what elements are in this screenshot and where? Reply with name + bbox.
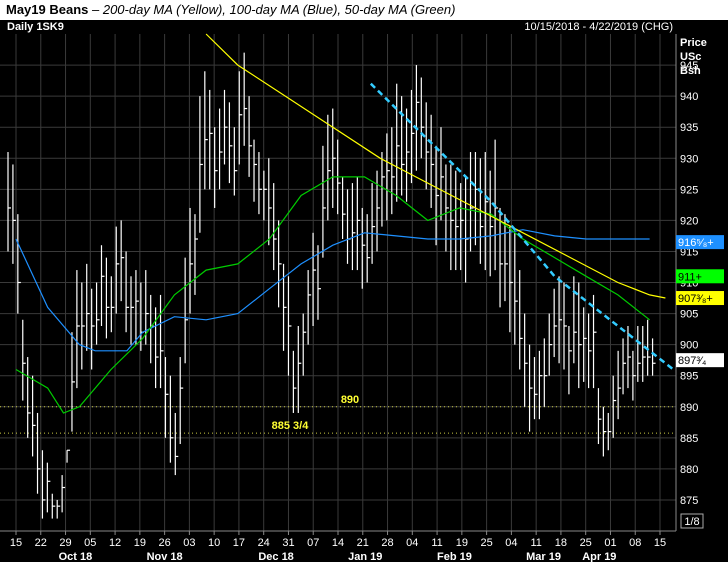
price-badge-text: 897³⁄₄: [678, 355, 707, 367]
y-tick-label: 905: [680, 309, 698, 321]
x-month-label: Dec 18: [258, 551, 293, 562]
x-day-label: 08: [629, 537, 641, 549]
ma100-line: [15, 229, 650, 352]
y-tick-label: 880: [680, 464, 698, 476]
price-unit-line: Bsh: [680, 65, 701, 77]
ma200-line: [205, 33, 666, 299]
price-badges: 916⁵⁄₈+ 911+ 907³⁄₈+ 897³⁄₄: [676, 235, 724, 368]
price-unit-line: USc: [680, 51, 701, 63]
y-tick-label: 940: [680, 91, 698, 103]
x-day-label: 11: [431, 537, 442, 549]
x-month-label: Mar 19: [526, 551, 561, 562]
price-axis: 8758808858908959009059109159209259309359…: [680, 60, 698, 507]
x-day-label: 24: [258, 537, 270, 549]
price-badge-text: 907³⁄₈+: [678, 293, 713, 305]
price-badge-text: 916⁵⁄₈+: [678, 237, 714, 249]
y-tick-label: 915: [680, 246, 698, 258]
x-month-label: Apr 19: [582, 551, 616, 562]
x-day-label: 25: [580, 537, 592, 549]
price-unit-labels: Price USc Bsh: [680, 37, 707, 77]
x-day-label: 07: [307, 537, 319, 549]
title-bar: May19 Beans – 200-day MA (Yellow), 100-d…: [0, 0, 728, 20]
time-axis: 15 22 29 05 12 19 26 03 10 17 24 31 07 14 21 28 04 11 19 25…: [10, 531, 666, 562]
chart-title: May19 Beans – 200-day MA (Yellow), 100-d…: [6, 2, 455, 17]
y-tick-label: 875: [680, 495, 698, 507]
x-day-label: 29: [59, 537, 71, 549]
grid-lines: [0, 34, 676, 531]
x-day-label: 15: [10, 537, 22, 549]
x-day-label: 21: [357, 537, 369, 549]
x-day-label: 14: [332, 537, 344, 549]
fraction-label: 1/8: [684, 516, 699, 528]
x-day-label: 10: [208, 537, 220, 549]
support-label: 885 3/4: [272, 420, 310, 432]
symbol-label: Daily 1SK9: [7, 21, 64, 33]
y-tick-label: 900: [680, 340, 698, 352]
x-day-label: 11: [530, 537, 541, 549]
x-day-label: 18: [555, 537, 567, 549]
x-day-label: 22: [35, 537, 47, 549]
x-day-label: 12: [109, 537, 121, 549]
price-badge: [676, 291, 724, 306]
x-month-label: Jan 19: [348, 551, 382, 562]
support-lines: 890 885 3/4: [0, 394, 676, 434]
x-month-label: Nov 18: [147, 551, 183, 562]
title-bold: May19 Beans: [6, 2, 89, 17]
y-tick-label: 945: [680, 60, 698, 72]
y-tick-label: 925: [680, 184, 698, 196]
fraction-box: [680, 513, 704, 529]
x-day-label: 26: [158, 537, 170, 549]
y-tick-label: 895: [680, 371, 698, 383]
ma50-line: [15, 176, 650, 414]
support-label: 890: [341, 394, 359, 406]
y-tick-label: 920: [680, 215, 698, 227]
chart-background: [0, 20, 728, 562]
y-tick-label: 935: [680, 122, 698, 134]
price-badge: [676, 353, 724, 368]
price-badge: [676, 235, 724, 250]
x-day-label: 05: [84, 537, 96, 549]
price-unit-line: Price: [680, 37, 707, 49]
downtrend-line: [369, 82, 675, 371]
x-day-label: 28: [381, 537, 393, 549]
x-day-label: 03: [183, 537, 195, 549]
y-tick-label: 930: [680, 153, 698, 165]
moving-averages: [15, 33, 666, 414]
x-day-label: 25: [480, 537, 492, 549]
x-day-label: 19: [456, 537, 468, 549]
x-day-label: 04: [505, 537, 517, 549]
x-month-label: Oct 18: [59, 551, 93, 562]
x-day-label: 15: [654, 537, 666, 549]
x-day-label: 04: [406, 537, 418, 549]
date-range: 10/15/2018 - 4/22/2019 (CHG): [524, 21, 673, 33]
price-badge: [676, 269, 724, 284]
x-day-label: 01: [604, 537, 616, 549]
y-tick-label: 885: [680, 433, 698, 445]
x-day-label: 17: [233, 537, 245, 549]
y-tick-label: 890: [680, 402, 698, 414]
x-day-label: 31: [282, 537, 294, 549]
x-day-label: 19: [134, 537, 146, 549]
ohlc-bars: [7, 52, 656, 519]
price-badge-text: 911+: [678, 271, 702, 283]
x-month-label: Feb 19: [437, 551, 472, 562]
trendline-group: [369, 82, 675, 371]
title-rest: – 200-day MA (Yellow), 100-day MA (Blue)…: [88, 2, 456, 17]
